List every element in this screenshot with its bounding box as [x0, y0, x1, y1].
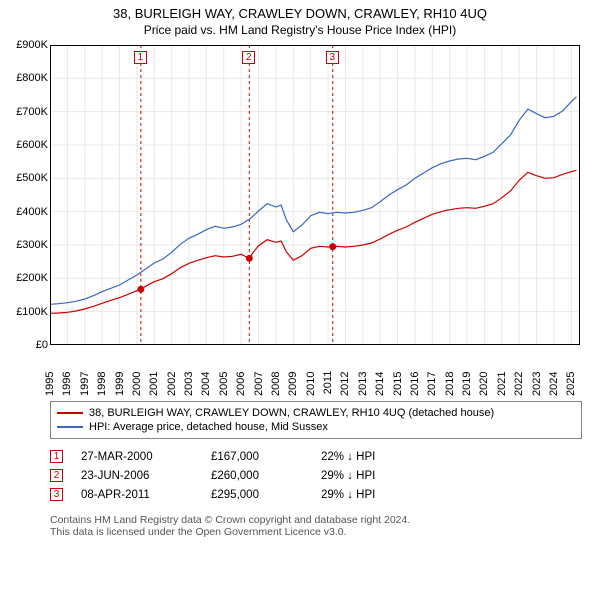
y-tick-label: £500K	[16, 172, 50, 184]
sale-marker-badge-3: 3	[326, 51, 339, 64]
x-tick-label: 2020	[478, 371, 490, 397]
chart-svg	[50, 45, 580, 345]
chart-area: £0£100K£200K£300K£400K£500K£600K£700K£80…	[50, 45, 580, 393]
sales-table: 1 27-MAR-2000£167,00022% ↓ HPI 2 23-JUN-200…	[50, 447, 582, 504]
title-sub: Price paid vs. HM Land Registry's House …	[0, 23, 600, 37]
x-tick-label: 2021	[496, 371, 508, 397]
x-tick-label: 2009	[287, 371, 299, 397]
sale-marker-badge-2: 2	[242, 51, 255, 64]
y-tick-label: £0	[36, 339, 50, 351]
sales-date: 27-MAR-2000	[81, 451, 211, 463]
sale-dot-3	[329, 243, 336, 250]
sales-diff: 29% ↓ HPI	[321, 489, 451, 501]
x-tick-label: 2010	[305, 371, 317, 397]
x-tick-label: 2022	[513, 371, 525, 397]
x-tick-label: 2002	[166, 371, 178, 397]
sale-dot-2	[246, 255, 253, 262]
x-tick-label: 2023	[531, 371, 543, 397]
x-tick-label: 1998	[96, 371, 108, 397]
x-tick-label: 2008	[270, 371, 282, 397]
legend: 38, BURLEIGH WAY, CRAWLEY DOWN, CRAWLEY,…	[50, 401, 582, 439]
sales-marker-badge: 1	[50, 450, 63, 463]
titles: 38, BURLEIGH WAY, CRAWLEY DOWN, CRAWLEY,…	[0, 0, 600, 37]
footer-line-2: This data is licensed under the Open Gov…	[50, 526, 582, 538]
x-tick-label: 2011	[322, 371, 334, 397]
root: 38, BURLEIGH WAY, CRAWLEY DOWN, CRAWLEY,…	[0, 0, 600, 590]
y-tick-label: £900K	[16, 39, 50, 51]
x-tick-label: 1999	[114, 371, 126, 397]
x-tick-label: 2017	[426, 371, 438, 397]
y-tick-label: £100K	[16, 306, 50, 318]
sales-diff: 29% ↓ HPI	[321, 470, 451, 482]
x-tick-label: 2001	[148, 371, 160, 397]
legend-row: HPI: Average price, detached house, Mid …	[57, 420, 575, 434]
x-tick-label: 2005	[218, 371, 230, 397]
sales-row: 1 27-MAR-2000£167,00022% ↓ HPI	[50, 447, 582, 466]
sale-marker-badge-1: 1	[134, 51, 147, 64]
sales-row: 2 23-JUN-2006£260,00029% ↓ HPI	[50, 466, 582, 485]
sales-row: 3 08-APR-2011£295,00029% ↓ HPI	[50, 485, 582, 504]
x-tick-label: 2025	[565, 371, 577, 397]
legend-label: 38, BURLEIGH WAY, CRAWLEY DOWN, CRAWLEY,…	[89, 407, 494, 419]
x-tick-label: 2013	[357, 371, 369, 397]
x-tick-label: 2003	[183, 371, 195, 397]
x-tick-label: 2015	[392, 371, 404, 397]
x-tick-label: 2024	[548, 371, 560, 397]
legend-label: HPI: Average price, detached house, Mid …	[89, 421, 328, 433]
y-tick-label: £600K	[16, 139, 50, 151]
legend-swatch	[57, 412, 83, 414]
title-main: 38, BURLEIGH WAY, CRAWLEY DOWN, CRAWLEY,…	[0, 6, 600, 21]
x-tick-label: 2018	[444, 371, 456, 397]
y-tick-label: £200K	[16, 272, 50, 284]
x-tick-label: 1997	[79, 371, 91, 397]
sales-date: 08-APR-2011	[81, 489, 211, 501]
x-tick-label: 2012	[339, 371, 351, 397]
x-tick-label: 2006	[235, 371, 247, 397]
y-tick-label: £800K	[16, 72, 50, 84]
x-tick-label: 2004	[200, 371, 212, 397]
x-tick-label: 2019	[461, 371, 473, 397]
footer-line-1: Contains HM Land Registry data © Crown c…	[50, 514, 582, 526]
sales-date: 23-JUN-2006	[81, 470, 211, 482]
sale-dot-1	[137, 286, 144, 293]
sales-marker-badge: 2	[50, 469, 63, 482]
sales-marker-badge: 3	[50, 488, 63, 501]
y-tick-label: £300K	[16, 239, 50, 251]
x-tick-label: 2016	[409, 371, 421, 397]
series-property	[50, 170, 577, 313]
legend-row: 38, BURLEIGH WAY, CRAWLEY DOWN, CRAWLEY,…	[57, 406, 575, 420]
x-tick-label: 1995	[44, 371, 56, 397]
footer: Contains HM Land Registry data © Crown c…	[50, 514, 582, 538]
sales-price: £167,000	[211, 451, 321, 463]
x-tick-label: 1996	[61, 371, 73, 397]
y-tick-label: £700K	[16, 106, 50, 118]
sales-price: £295,000	[211, 489, 321, 501]
y-tick-label: £400K	[16, 206, 50, 218]
x-tick-label: 2000	[131, 371, 143, 397]
sales-price: £260,000	[211, 470, 321, 482]
x-tick-label: 2007	[253, 371, 265, 397]
legend-swatch	[57, 426, 83, 428]
sales-diff: 22% ↓ HPI	[321, 451, 451, 463]
x-tick-label: 2014	[374, 371, 386, 397]
